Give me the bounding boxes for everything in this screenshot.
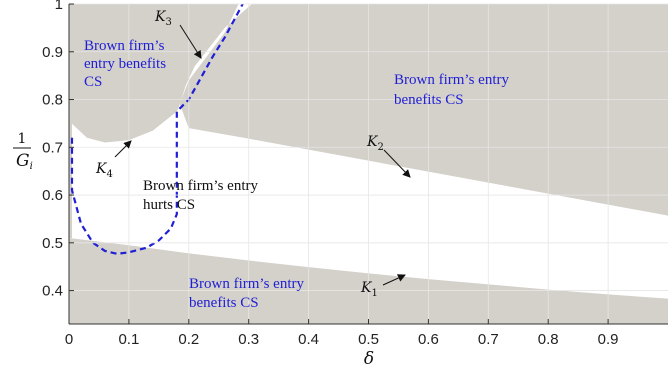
y-tick-label: 0.9 <box>42 44 63 61</box>
k2-label-sub: 2 <box>377 142 383 153</box>
y-axis-label: 1 Gi <box>13 131 33 172</box>
k3-arrow <box>179 24 202 59</box>
y-axis-label-denominator: Gi <box>16 151 33 172</box>
k4-label-name: K <box>95 161 108 177</box>
x-tick-label: 0.1 <box>118 331 139 348</box>
curve-labels: K1 K2 K3 K4 <box>95 9 411 299</box>
grid <box>68 3 668 324</box>
y-tick-label: 0.5 <box>42 235 63 252</box>
region-label-top-right: Brown firm’s entry benefits CS <box>394 72 513 108</box>
k3-label-sub: 3 <box>165 17 171 28</box>
region-labels: Brown firm’s entry benefits CS Brown fir… <box>84 38 513 311</box>
y-tick-label: 0.7 <box>42 139 63 156</box>
x-tick-label: 0.2 <box>178 331 199 348</box>
k3-label-name: K <box>154 9 167 25</box>
region-label-bottom: Brown firm’s entry benefits CS <box>189 276 308 311</box>
dashed-boundary <box>70 4 244 255</box>
k4-label: K4 <box>95 161 113 180</box>
x-tick-label: 0.6 <box>418 331 439 348</box>
k1-label-sub: 1 <box>371 288 377 299</box>
x-tick-label: 0.5 <box>358 331 379 348</box>
y-axis-label-den: G <box>16 151 30 171</box>
x-axis-label: δ <box>364 349 374 369</box>
k1-label: K1 <box>360 280 378 299</box>
k1-arrow <box>382 274 406 286</box>
k4-arrow <box>114 140 132 158</box>
region-label-top-left-line3: CS <box>84 74 102 90</box>
y-tick-label: 0.4 <box>42 283 63 300</box>
k1-label-name: K <box>360 280 373 296</box>
x-tick-label: 0.9 <box>598 331 619 348</box>
k3-label: K3 <box>154 9 172 28</box>
y-tick-label: 0.6 <box>42 187 63 204</box>
x-tick-label: 0 <box>65 331 73 348</box>
region-label-top-right-line1: Brown firm’s entry <box>394 72 509 88</box>
region-label-bottom-line1: Brown firm’s entry <box>189 276 304 292</box>
y-axis-label-numerator: 1 <box>18 131 27 147</box>
region-label-top-left-line1: Brown firm’s <box>84 38 165 54</box>
k2-arrow <box>383 149 411 178</box>
x-tick-label: 0.4 <box>298 331 319 348</box>
x-tick-label: 0.7 <box>478 331 499 348</box>
region-label-top-right-line2: benefits CS <box>394 92 464 108</box>
k4-label-sub: 4 <box>106 169 112 180</box>
region-label-top-left: Brown firm’s entry benefits CS <box>84 38 170 90</box>
y-tick-label: 0.8 <box>42 92 63 109</box>
region-top-left <box>69 4 243 143</box>
k2-label: K2 <box>366 134 384 153</box>
k2-label-name: K <box>366 134 379 150</box>
x-tick-label: 0.8 <box>538 331 559 348</box>
region-label-middle-line1: Brown firm’s entry <box>143 178 258 194</box>
y-tick-label: 1 <box>55 0 63 13</box>
region-label-middle-line2: hurts CS <box>143 197 195 213</box>
axes: 0 0.1 0.2 0.3 0.4 0.5 0.6 0.7 0.8 0.9 0.4 0.5 0.6 0.7… <box>42 0 668 348</box>
region-label-top-left-line2: entry benefits <box>84 56 166 72</box>
region-above-k2 <box>179 4 668 216</box>
x-tick-label: 0.3 <box>238 331 259 348</box>
y-axis-label-den-sub: i <box>30 161 33 172</box>
region-label-bottom-line2: benefits CS <box>189 295 259 311</box>
region-label-middle: Brown firm’s entry hurts CS <box>143 178 262 213</box>
